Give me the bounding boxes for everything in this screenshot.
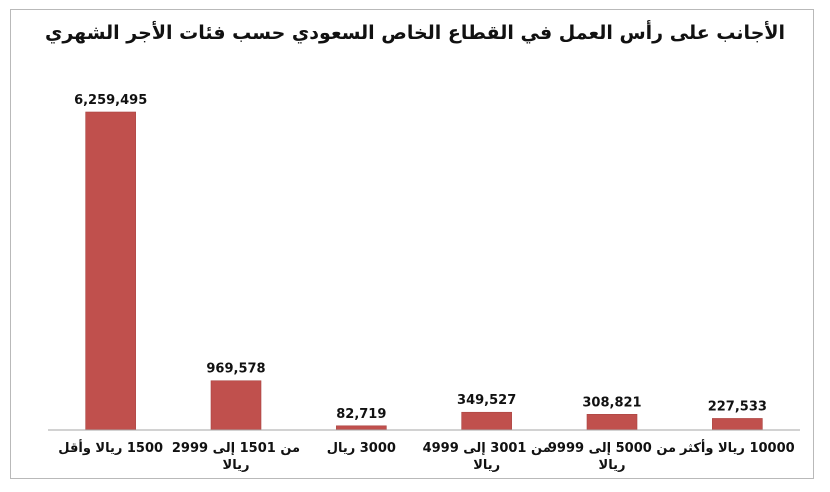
- value-label-4: 308,821: [582, 395, 641, 410]
- bar-5: [712, 418, 763, 431]
- value-label-3: 349,527: [457, 393, 516, 408]
- category-label-1-line-1: ريالا: [223, 458, 250, 473]
- category-label-3-line-1: ريالا: [473, 458, 500, 473]
- value-label-0: 6,259,495: [74, 93, 147, 108]
- bars-group: [85, 111, 763, 431]
- bar-3: [461, 411, 512, 431]
- value-label-5: 227,533: [708, 399, 767, 414]
- category-label-2: 3000 ريال: [327, 441, 396, 456]
- bar-2: [336, 425, 387, 431]
- chart-frame: [10, 9, 814, 479]
- value-label-2: 82,719: [336, 407, 386, 422]
- bar-1: [210, 380, 262, 431]
- value-label-1: 969,578: [206, 362, 265, 377]
- value-labels-group: 6,259,495 969,578 82,719 349,527 308,821 227,…: [74, 93, 767, 422]
- category-label-1-line-0: من 1501 إلى 2999: [172, 441, 300, 456]
- category-label-4-line-0: من 5000 إلى 9999: [548, 441, 676, 456]
- category-label-0: 1500 ريالا وأقل: [58, 439, 163, 456]
- bar-4: [586, 414, 638, 431]
- bar-0: [85, 111, 136, 431]
- category-labels-group: 1500 ريالا وأقل من 1501 إلى 2999 ريالا 3000…: [58, 439, 794, 473]
- category-label-4-line-1: ريالا: [599, 458, 626, 473]
- category-label-5: 10000 ريالا وأكثر: [679, 439, 795, 456]
- chart-title: الأجانب على رأس العمل في القطاع الخاص ال…: [44, 22, 786, 44]
- category-label-3-line-0: من 3001 إلى 4999: [423, 441, 551, 456]
